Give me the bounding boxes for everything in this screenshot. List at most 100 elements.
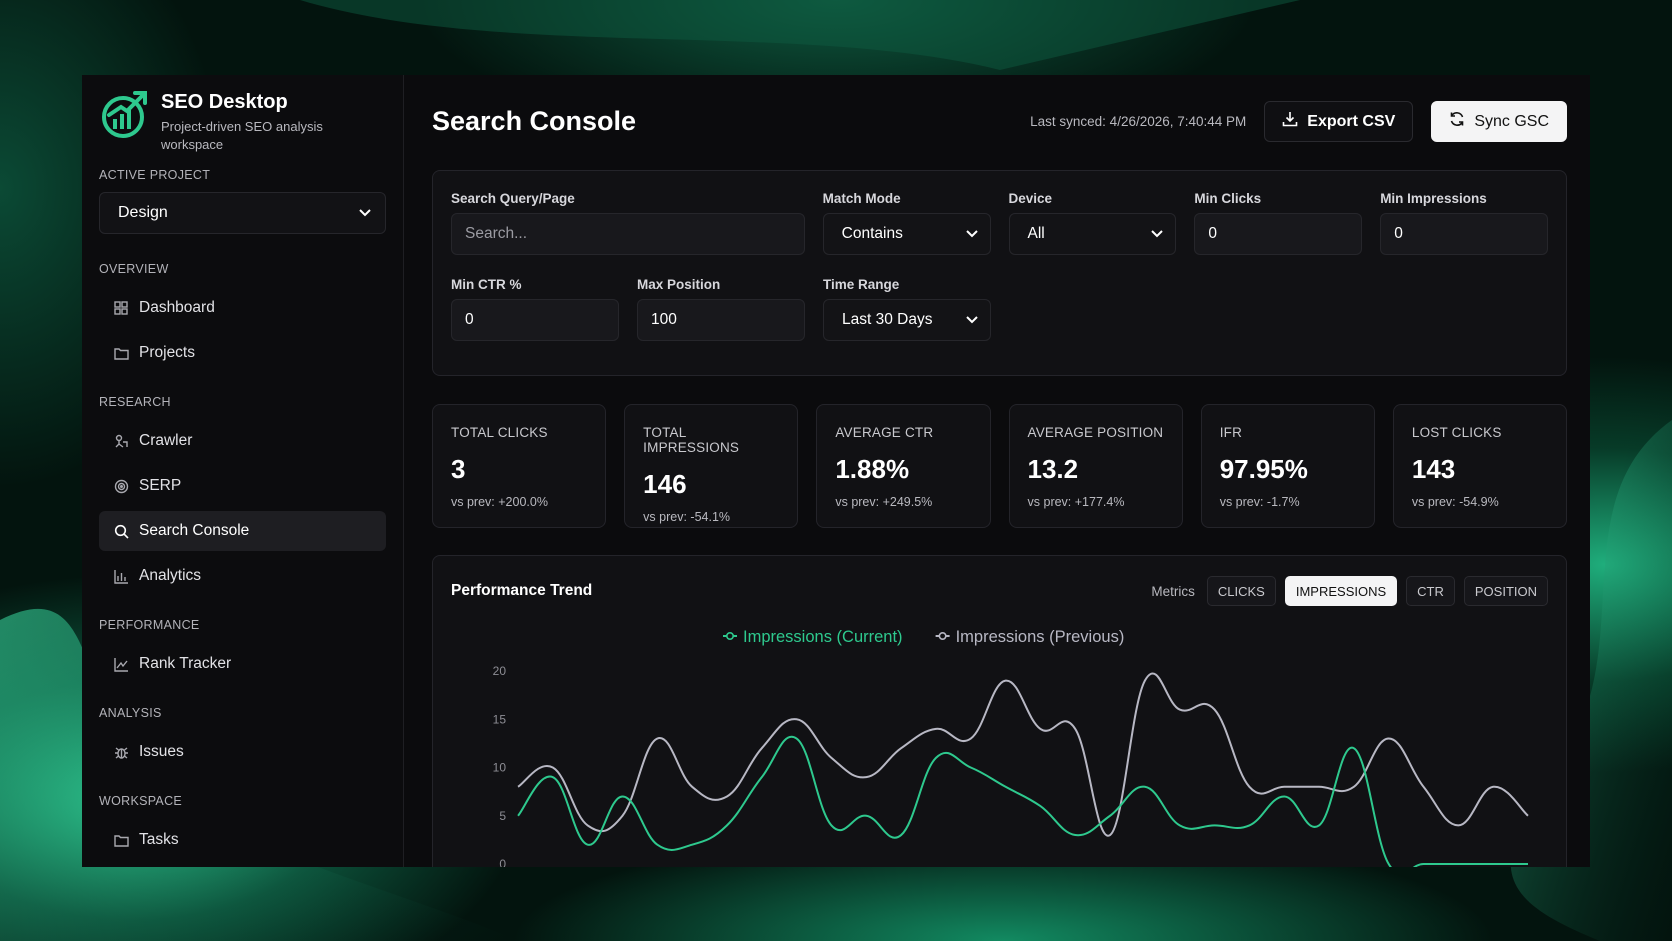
sidebar-item-dashboard[interactable]: Dashboard <box>99 288 386 328</box>
time-range-value: Last 30 Days <box>842 311 933 328</box>
last-synced-text: Last synced: 4/26/2026, 7:40:44 PM <box>1030 114 1247 129</box>
min-clicks-input[interactable]: 0 <box>1194 213 1363 255</box>
sidebar-item-search-console[interactable]: Search Console <box>99 511 386 551</box>
sidebar-item-projects[interactable]: Projects <box>99 333 386 373</box>
max-position-value: 100 <box>651 311 677 328</box>
sidebar-item-label: Search Console <box>139 522 250 539</box>
performance-trend-chart: 0 5 10 15 20 Impressions (Current) Impressions… <box>493 628 1529 867</box>
target-icon <box>113 478 129 494</box>
sidebar-item-tasks[interactable]: Tasks <box>99 820 386 860</box>
sidebar-item-label: Dashboard <box>139 299 215 316</box>
crawler-icon <box>113 433 129 449</box>
tab-ctr[interactable]: CTR <box>1406 576 1455 606</box>
max-position-label: Max Position <box>637 277 721 292</box>
nav-group-performance: PERFORMANCE Rank Tracker <box>99 618 386 684</box>
device-label: Device <box>1008 191 1053 206</box>
page-title: Search Console <box>432 106 637 136</box>
export-csv-label: Export CSV <box>1307 112 1396 130</box>
kpi-card-average-position: AVERAGE POSITION 13.2 vs prev: +177.4% <box>1008 404 1183 528</box>
chart-title: Performance Trend <box>451 582 593 599</box>
y-tick-label: 20 <box>493 664 507 678</box>
metric-tabs: Metrics CLICKS IMPRESSIONS CTR POSITION <box>1151 576 1548 606</box>
line-chart-icon <box>113 656 129 672</box>
nav-group-workspace: WORKSPACE Tasks <box>99 794 386 860</box>
kpi-value: 97.95% <box>1219 454 1308 484</box>
kpi-value: 13.2 <box>1027 454 1079 484</box>
legend-marker <box>938 631 947 640</box>
search-query-placeholder: Search... <box>465 225 528 242</box>
page-header: Search Console Last synced: 4/26/2026, 7… <box>432 99 1567 144</box>
y-tick-label: 0 <box>499 857 506 867</box>
kpi-label: TOTAL CLICKS <box>451 425 548 440</box>
app-subtitle: Project-driven SEO analysis workspace <box>161 119 323 152</box>
nav-group-research: RESEARCH Crawler SERP Search Console Ana… <box>99 395 386 596</box>
sidebar-item-label: Analytics <box>139 567 202 584</box>
time-range-label: Time Range <box>823 277 900 292</box>
tab-clicks[interactable]: CLICKS <box>1206 576 1276 606</box>
kpi-card-lost-clicks: LOST CLICKS 143 vs prev: -54.9% <box>1392 404 1568 528</box>
min-ctr-input[interactable]: 0 <box>451 299 619 341</box>
min-impressions-input[interactable]: 0 <box>1380 213 1549 255</box>
match-mode-select[interactable]: Contains <box>822 213 991 255</box>
min-ctr-value: 0 <box>465 311 474 328</box>
sidebar-item-label: Rank Tracker <box>139 655 232 672</box>
kpi-delta: vs prev: -54.1% <box>643 510 731 524</box>
kpi-label: IFR <box>1219 425 1243 440</box>
sidebar-item-rank-tracker[interactable]: Rank Tracker <box>99 644 386 684</box>
kpi-card-ifr: IFR 97.95% vs prev: -1.7% <box>1200 404 1375 528</box>
sidebar-item-serp[interactable]: SERP <box>99 466 386 506</box>
min-clicks-label: Min Clicks <box>1194 191 1262 206</box>
project-select-value: Design <box>118 204 168 221</box>
min-impressions-label: Min Impressions <box>1380 191 1487 206</box>
tab-impressions[interactable]: IMPRESSIONS <box>1284 576 1398 606</box>
filters-panel: Search Query/Page Search... Match Mode C… <box>432 170 1567 376</box>
legend-label: Impressions (Current) <box>743 628 903 646</box>
search-query-input[interactable]: Search... <box>451 213 805 255</box>
kpi-label: LOST CLICKS <box>1411 425 1502 440</box>
min-impressions-value: 0 <box>1394 225 1403 242</box>
brand: SEO Desktop Project-driven SEO analysis … <box>99 89 386 154</box>
main-content: Search Console Last synced: 4/26/2026, 7… <box>404 75 1590 867</box>
sync-gsc-button[interactable]: Sync GSC <box>1431 101 1567 142</box>
metrics-label: Metrics <box>1151 583 1195 599</box>
device-select[interactable]: All <box>1008 213 1177 255</box>
kpi-delta: vs prev: +200.0% <box>451 495 548 509</box>
kpi-label: AVERAGE POSITION <box>1027 425 1164 440</box>
time-range-select[interactable]: Last 30 Days <box>823 299 991 341</box>
nav-group-label: RESEARCH <box>99 395 171 409</box>
kpi-value: 143 <box>1411 454 1456 484</box>
kpi-value: 3 <box>451 454 466 484</box>
bug-icon <box>113 744 129 760</box>
series-line-previous <box>517 672 1529 837</box>
kpi-row: TOTAL CLICKS 3 vs prev: +200.0% TOTAL IM… <box>432 404 1568 528</box>
app-title: SEO Desktop <box>161 91 288 113</box>
download-icon <box>1282 111 1298 132</box>
sync-gsc-label: Sync GSC <box>1474 112 1549 130</box>
search-icon <box>113 523 129 539</box>
kpi-delta: vs prev: -54.9% <box>1411 495 1499 509</box>
chevron-down-icon <box>1151 225 1164 243</box>
kpi-label: TOTAL IMPRESSIONS <box>643 425 740 455</box>
match-mode-label: Match Mode <box>822 191 901 206</box>
max-position-input[interactable]: 100 <box>637 299 805 341</box>
sidebar-item-issues[interactable]: Issues <box>99 732 386 772</box>
folder-icon <box>113 345 129 361</box>
chevron-down-icon <box>966 311 978 329</box>
app-window: SEO Desktop Project-driven SEO analysis … <box>82 75 1590 867</box>
tab-position[interactable]: POSITION <box>1463 576 1548 606</box>
kpi-card-total-clicks: TOTAL CLICKS 3 vs prev: +200.0% <box>432 404 607 528</box>
export-csv-button[interactable]: Export CSV <box>1264 101 1414 142</box>
sidebar-item-analytics[interactable]: Analytics <box>99 556 386 596</box>
grid-icon <box>113 300 129 316</box>
chevron-down-icon <box>359 204 371 222</box>
query-label: Search Query/Page <box>451 191 575 206</box>
performance-trend-card: Performance Trend Metrics CLICKS IMPRESS… <box>432 555 1567 867</box>
series-line-current <box>517 735 1528 867</box>
kpi-value: 146 <box>643 469 687 499</box>
active-project-label: ACTIVE PROJECT <box>99 168 211 182</box>
sidebar-item-label: SERP <box>139 477 182 494</box>
project-select[interactable]: Design <box>99 192 386 234</box>
sidebar-item-crawler[interactable]: Crawler <box>99 421 386 461</box>
kpi-label: AVERAGE CTR <box>835 425 934 440</box>
bar-chart-icon <box>113 568 129 584</box>
